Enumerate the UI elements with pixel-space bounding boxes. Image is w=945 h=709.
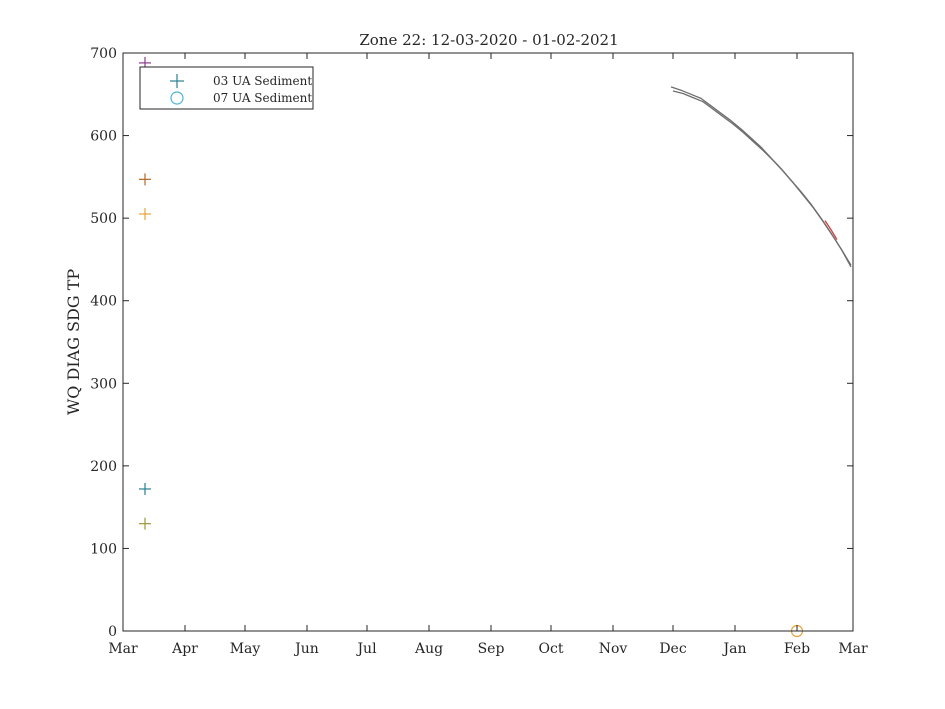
- x-tick-label-2: May: [230, 641, 261, 657]
- model-line-0: [670, 86, 852, 268]
- data-point-plus-4: [139, 517, 151, 530]
- y-tick-label-7: 700: [90, 46, 117, 62]
- y-tick-label-1: 100: [90, 541, 117, 557]
- legend-marker-circle: [170, 91, 184, 105]
- chart-title: Zone 22: 12-03-2020 - 01-02-2021: [359, 31, 618, 49]
- axes: 0 100 200 300 400 500 600 700 Mar Apr May Jun Jul Aug…: [90, 46, 868, 657]
- legend-label-03: 03 UA Sediment: [213, 74, 312, 88]
- y-tick-label-0: 0: [108, 624, 117, 640]
- legend-box: [139, 66, 314, 110]
- legend-marker-plus: [170, 74, 184, 88]
- x-tick-label-5: Aug: [414, 641, 443, 657]
- x-tick-label-1: Apr: [171, 641, 198, 657]
- y-tick-label-5: 500: [90, 211, 117, 227]
- y-tick-label-3: 300: [90, 376, 117, 392]
- y-axis-label: WQ DIAG SDG TP: [64, 269, 83, 416]
- model-lines: [670, 86, 852, 268]
- plot-area-frame: [122, 52, 854, 632]
- x-tick-label-8: Nov: [599, 641, 628, 657]
- x-tick-label-6: Sep: [478, 641, 505, 657]
- x-tick-label-4: Jul: [355, 641, 377, 657]
- y-tick-label-2: 200: [90, 459, 117, 475]
- y-tick-label-6: 600: [90, 129, 117, 145]
- legend: 03 UA Sediment 07 UA Sediment: [139, 66, 314, 110]
- x-tick-label-7: Oct: [539, 641, 564, 657]
- x-tick-label-0: Mar: [108, 641, 138, 657]
- y-tick-label-4: 400: [90, 294, 117, 310]
- data-point-plus-3: [139, 482, 151, 495]
- x-tick-label-12: Mar: [838, 641, 868, 657]
- data-point-plus-1: [139, 173, 151, 186]
- data-points: [139, 56, 804, 638]
- legend-label-07: 07 UA Sediment: [213, 91, 312, 105]
- data-point-plus-2: [139, 208, 151, 221]
- x-tick-label-11: Feb: [784, 641, 810, 657]
- x-tick-label-9: Dec: [659, 641, 687, 657]
- x-tick-label-10: Jan: [722, 641, 747, 657]
- model-line-1: [672, 90, 852, 266]
- model-line-2: [824, 220, 838, 240]
- x-tick-label-3: Jun: [293, 641, 319, 657]
